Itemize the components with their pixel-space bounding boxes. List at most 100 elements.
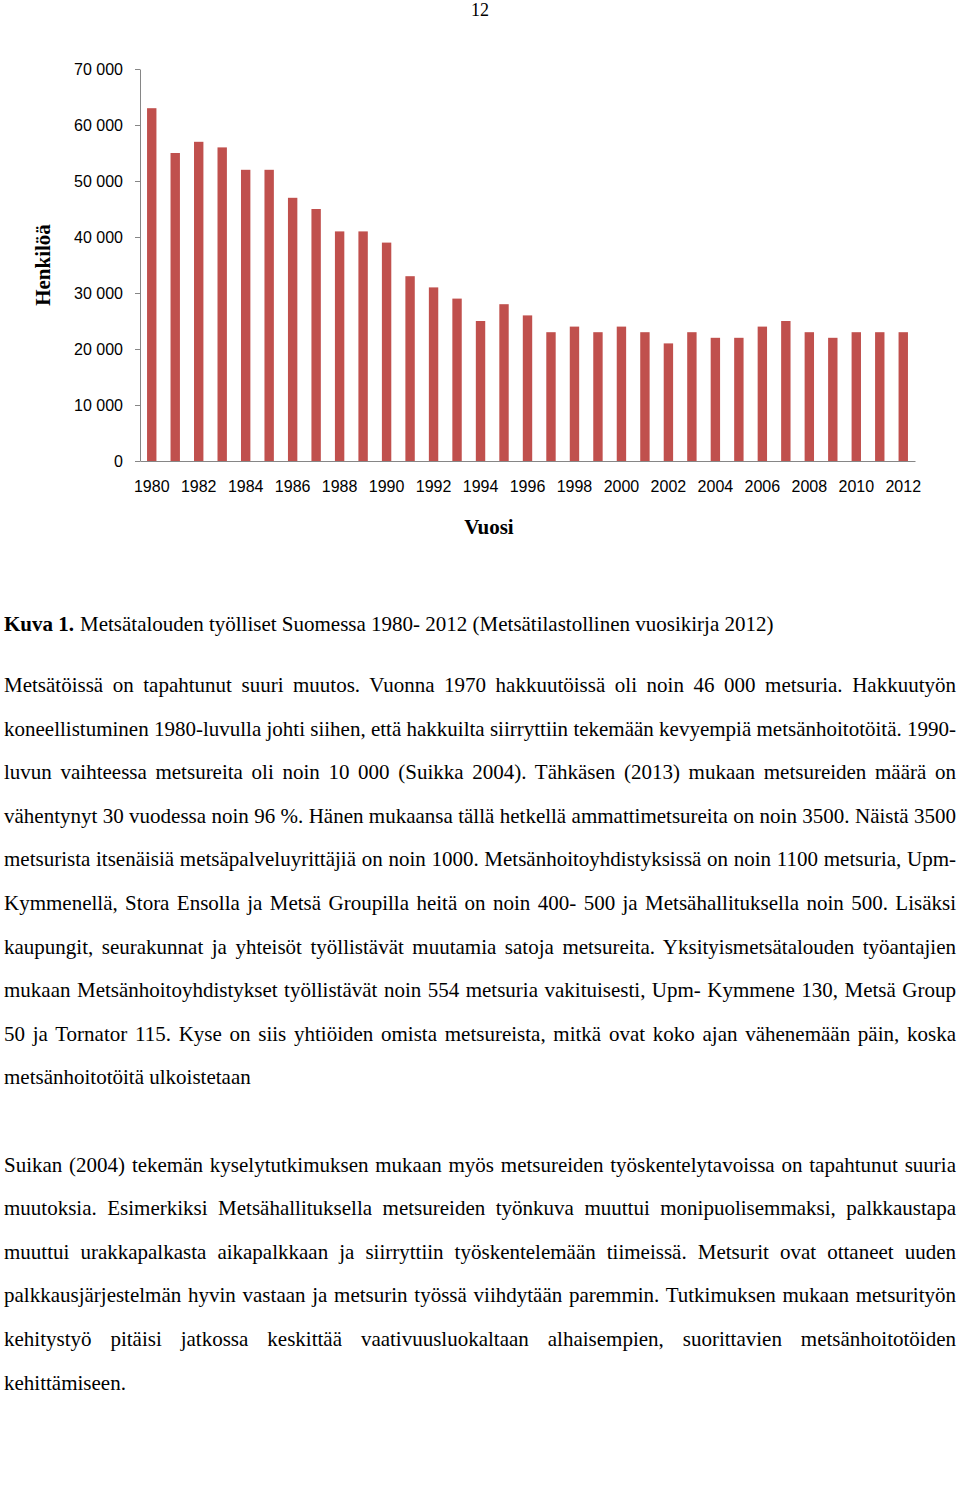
x-tick: 1994 <box>463 461 499 495</box>
y-tick-label: 60 000 <box>74 117 123 134</box>
page: {"page_number": "12", "chart_data": { "t… <box>0 0 960 1507</box>
bar <box>288 198 297 461</box>
bar <box>805 332 814 461</box>
x-tick: 2008 <box>792 461 828 495</box>
bar <box>687 332 696 461</box>
y-tick-mark <box>135 349 140 350</box>
bar <box>429 287 438 461</box>
x-tick: 1996 <box>510 461 546 495</box>
x-tick: 1990 <box>369 461 405 495</box>
x-tick-label: 2010 <box>838 478 874 495</box>
y-tick-label: 20 000 <box>74 341 123 358</box>
caption-text: Metsätalouden työlliset Suomessa 1980- 2… <box>80 612 774 636</box>
y-axis-title: Henkilöä <box>31 224 55 306</box>
bar <box>758 327 767 461</box>
x-tick-label: 1990 <box>369 478 405 495</box>
bar <box>382 243 391 461</box>
bar <box>781 321 790 461</box>
x-tick: 1988 <box>322 461 358 495</box>
y-tick-mark <box>135 69 140 70</box>
caption: Kuva 1.Metsätalouden työlliset Suomessa … <box>4 612 956 637</box>
body-text: Metsätöissä on tapahtunut suuri muutos. … <box>4 664 956 1449</box>
y-axis: 0 10 000 20 000 30 000 40 000 50 000 60 000 70 … <box>74 61 140 470</box>
y-tick-label: 0 <box>114 453 123 470</box>
x-tick-label: 1988 <box>322 478 358 495</box>
paragraph: Suikan (2004) tekemän kyselytutkimuksen … <box>4 1144 956 1406</box>
y-tick-label: 70 000 <box>74 61 123 78</box>
y-tick: 0 <box>114 453 140 470</box>
bar <box>617 327 626 461</box>
bar <box>241 170 250 461</box>
x-tick-label: 1998 <box>557 478 593 495</box>
bar <box>875 332 884 461</box>
y-tick-mark <box>135 181 140 182</box>
y-axis-line <box>140 70 141 462</box>
bar <box>899 332 908 461</box>
x-tick: 2010 <box>838 461 874 495</box>
y-tick-mark <box>135 461 140 462</box>
y-tick-mark <box>135 125 140 126</box>
bars <box>147 108 908 461</box>
x-tick: 2006 <box>745 461 781 495</box>
y-tick: 30 000 <box>74 285 140 302</box>
bar <box>335 231 344 461</box>
y-tick: 10 000 <box>74 397 140 414</box>
y-tick-mark <box>135 405 140 406</box>
bar <box>570 327 579 461</box>
page-number: 12 <box>0 0 960 21</box>
x-tick: 1984 <box>228 461 264 495</box>
caption-label: Kuva 1. <box>4 612 74 636</box>
x-tick: 1986 <box>275 461 311 495</box>
x-tick-label: 1986 <box>275 478 311 495</box>
x-tick-label: 2000 <box>604 478 640 495</box>
x-tick: 2002 <box>651 461 687 495</box>
y-tick: 40 000 <box>74 229 140 246</box>
bar <box>640 332 649 461</box>
x-tick-label: 2008 <box>792 478 828 495</box>
bar <box>147 108 156 461</box>
x-tick: 1980 <box>134 461 170 495</box>
y-tick-label: 40 000 <box>74 229 123 246</box>
y-tick-mark <box>135 293 140 294</box>
bar <box>593 332 602 461</box>
bar <box>828 338 837 461</box>
x-tick-label: 1996 <box>510 478 546 495</box>
bar <box>476 321 485 461</box>
bar <box>499 304 508 461</box>
x-tick: 1982 <box>181 461 217 495</box>
x-tick-label: 1984 <box>228 478 264 495</box>
y-tick-label: 50 000 <box>74 173 123 190</box>
x-tick-label: 1994 <box>463 478 499 495</box>
bar <box>452 299 461 461</box>
bar <box>171 153 180 461</box>
y-tick-label: 30 000 <box>74 285 123 302</box>
x-tick-label: 1980 <box>134 478 170 495</box>
x-tick-label: 2012 <box>885 478 921 495</box>
bar <box>711 338 720 461</box>
y-tick-label: 10 000 <box>74 397 123 414</box>
bar <box>734 338 743 461</box>
paragraph: Metsätöissä on tapahtunut suuri muutos. … <box>4 664 956 1100</box>
bar <box>194 142 203 461</box>
x-axis: 1980 1982 1984 1986 1988 1990 1992 1994 1996 1998… <box>134 461 921 495</box>
y-tick: 50 000 <box>74 173 140 190</box>
x-tick: 1992 <box>416 461 452 495</box>
bar <box>523 315 532 461</box>
x-tick-label: 2002 <box>651 478 687 495</box>
bar <box>405 276 414 461</box>
x-axis-line <box>141 461 916 462</box>
x-tick: 2012 <box>885 461 921 495</box>
y-tick-mark <box>135 237 140 238</box>
bar <box>546 332 555 461</box>
x-tick-label: 2004 <box>698 478 734 495</box>
bar <box>311 209 320 461</box>
bar <box>264 170 273 461</box>
x-tick: 2000 <box>604 461 640 495</box>
bar <box>218 147 227 461</box>
bar <box>852 332 861 461</box>
x-tick: 1998 <box>557 461 593 495</box>
x-tick-label: 1982 <box>181 478 217 495</box>
y-tick: 60 000 <box>74 117 140 134</box>
x-tick-label: 2006 <box>745 478 781 495</box>
bar <box>664 343 673 461</box>
